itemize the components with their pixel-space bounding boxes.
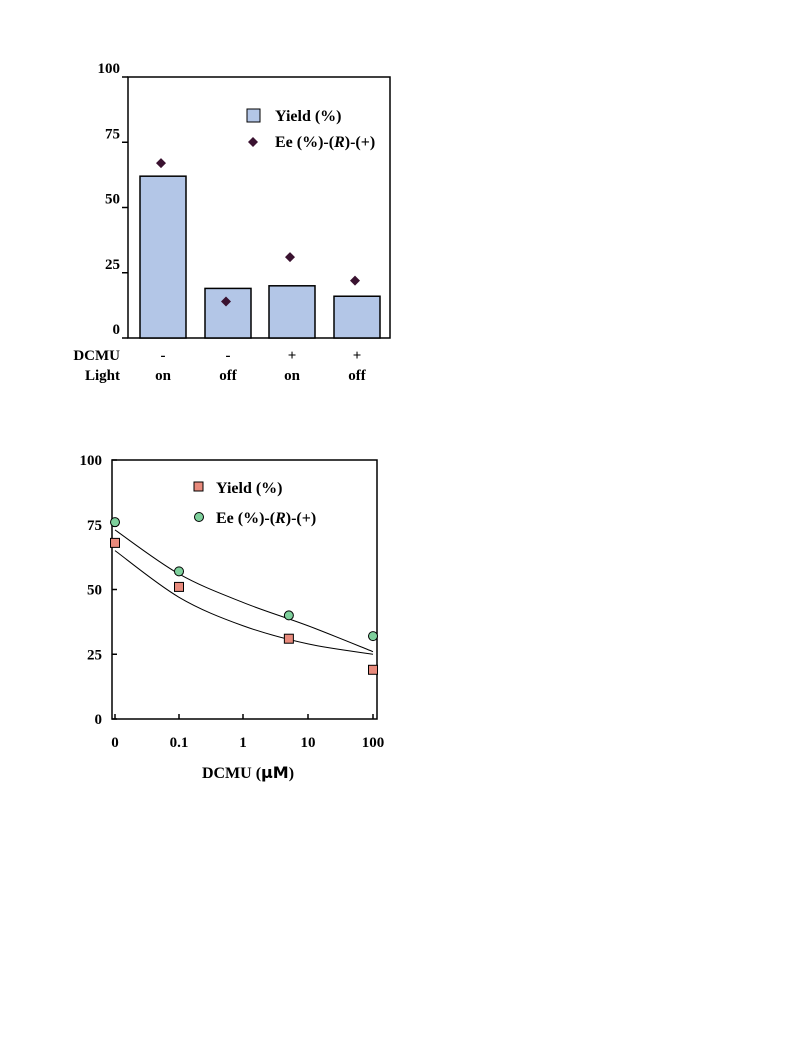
y-tick-label: 75 [105,126,120,142]
y-tick-label: 0 [95,712,103,728]
bar-yield [139,175,187,339]
y-tick-label: 100 [98,61,121,77]
category-tick-label: on [155,368,172,384]
legend-ee-prefix: Ee (%)-( [275,134,334,151]
x-tick-label: 10 [301,735,316,751]
scatter-chart: 0 25 50 75 100 0 0.1 1 10 100 DCMU (μM) Yield (%… [80,453,385,782]
marker-ee [350,275,360,286]
x-label-suffix: ) [289,765,294,782]
legend-label-ee: Ee (%)-(R)-(+) [275,134,375,151]
category-tick-label: on [284,368,301,384]
x-tick-label: 0.1 [170,735,189,751]
point-yield [174,581,184,592]
marker-ee [221,296,231,307]
x-tick-label: 1 [239,735,247,751]
point-yield [283,633,294,644]
legend2-label-yield: Yield (%) [216,480,283,497]
category-tick-label: - [226,348,231,364]
trendline [114,550,374,655]
legend-label-yield: Yield (%) [275,108,342,125]
marker-ee [285,252,295,263]
y-tick-label: 0 [113,322,121,338]
trendline [114,529,374,653]
legend2-ee-r: R [274,510,286,527]
category-tick-label: + [353,348,362,364]
bar-yield [333,295,381,339]
y-tick-label: 75 [87,518,102,534]
marker-ee [156,158,166,169]
legend-diamond-ee [248,137,258,147]
y-tick-label: 50 [105,192,120,208]
category-row-label: DCMU [73,348,120,364]
category-tick-label: - [161,348,166,364]
scatter-chart-plot-frame [111,459,378,720]
category-row-label: Light [85,368,120,384]
bar-yield [268,285,316,339]
bar-chart: 0 25 50 75 100 DCMU - - + + Light on off on off Yield… [73,61,391,384]
scatter-x-axis-label: DCMU (μM) [202,763,294,782]
point-ee [110,517,120,528]
x-tick-label: 100 [362,735,385,751]
point-ee [174,566,184,577]
y-tick-label: 25 [105,257,120,273]
y-tick-label: 100 [80,453,103,469]
legend2-label-ee: Ee (%)-(R)-(+) [216,510,316,527]
bar-chart-legend: Yield (%) Ee (%)-(R)-(+) [246,108,375,151]
bar-yield [204,287,252,339]
x-tick-label: 0 [111,735,119,751]
point-yield [110,537,120,548]
legend-swatch-yield [246,108,261,123]
legend-circle-ee [194,512,204,522]
point-ee [368,631,378,642]
legend2-ee-suffix: )-(+) [286,510,316,527]
legend-ee-r: R [333,134,345,151]
point-ee [283,610,294,621]
category-tick-label: + [288,348,297,364]
legend-ee-suffix: )-(+) [345,134,375,151]
point-yield [368,664,378,675]
legend-square-yield [193,481,204,492]
y-tick-label: 25 [87,647,102,663]
x-label-prefix: DCMU ( [202,765,261,782]
scatter-chart-legend: Yield (%) Ee (%)-(R)-(+) [193,480,316,527]
x-label-unit: μM [261,763,289,782]
category-tick-label: off [348,368,366,384]
y-tick-label: 50 [87,583,102,599]
legend2-ee-prefix: Ee (%)-( [216,510,275,527]
category-tick-label: off [219,368,237,384]
